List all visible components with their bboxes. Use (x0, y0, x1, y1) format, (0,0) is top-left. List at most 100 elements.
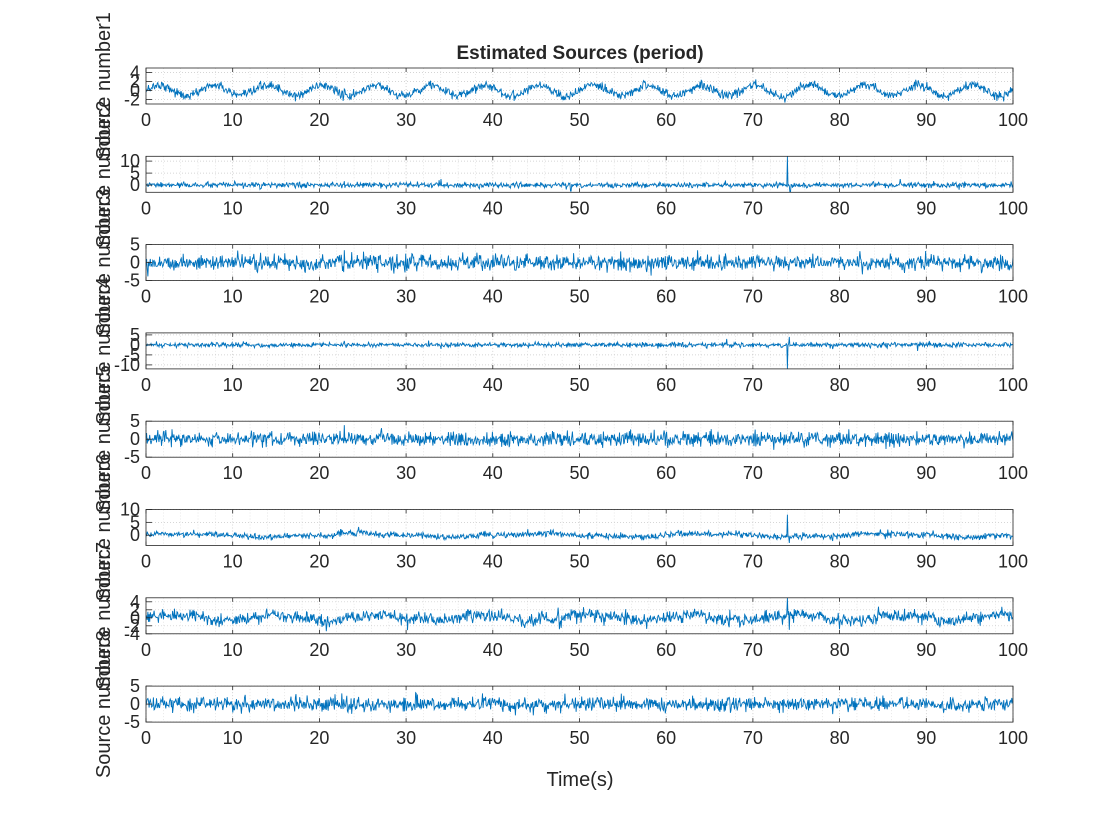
x-tick-label: 60 (656, 198, 676, 218)
x-tick-label: 80 (830, 287, 850, 307)
y-tick-label: 5 (130, 676, 140, 696)
x-tick-label: 40 (483, 375, 503, 395)
x-tick-label: 20 (309, 728, 329, 748)
y-tick-label: -5 (124, 712, 140, 732)
y-axis-label: Source number8 (93, 630, 115, 778)
series-line (146, 425, 1013, 450)
x-tick-label: 50 (569, 198, 589, 218)
x-tick-label: 10 (223, 287, 243, 307)
y-tick-label: 2 (130, 72, 140, 92)
x-tick-label: 50 (569, 375, 589, 395)
x-tick-label: 70 (743, 728, 763, 748)
x-tick-label: 0 (141, 375, 151, 395)
x-tick-label: 10 (223, 110, 243, 130)
x-tick-label: 80 (830, 110, 850, 130)
x-tick-label: 60 (656, 110, 676, 130)
x-tick-label: 60 (656, 728, 676, 748)
y-tick-label: -2 (124, 616, 140, 636)
x-tick-label: 60 (656, 287, 676, 307)
y-tick-label: 5 (130, 325, 140, 345)
x-tick-label: 90 (916, 552, 936, 572)
x-tick-label: 100 (998, 375, 1028, 395)
x-tick-label: 70 (743, 640, 763, 660)
series-line (146, 79, 1013, 103)
x-tick-label: 20 (309, 552, 329, 572)
x-tick-label: 40 (483, 463, 503, 483)
y-tick-label: 0 (130, 694, 140, 714)
y-tick-label: 0 (130, 525, 140, 545)
y-tick-label: 0 (130, 81, 140, 101)
x-tick-label: 100 (998, 287, 1028, 307)
x-tick-label: 30 (396, 728, 416, 748)
y-tick-label: 0 (130, 175, 140, 195)
x-tick-label: 90 (916, 463, 936, 483)
y-tick-label: 0 (130, 429, 140, 449)
series-line (146, 691, 1013, 716)
x-tick-label: 20 (309, 375, 329, 395)
x-tick-label: 20 (309, 198, 329, 218)
x-tick-label: 70 (743, 110, 763, 130)
x-tick-label: 20 (309, 110, 329, 130)
y-tick-label: -2 (124, 90, 140, 110)
x-tick-label: 10 (223, 728, 243, 748)
y-axis-label: Source number7 (93, 542, 115, 690)
y-tick-label: -10 (114, 355, 140, 375)
y-tick-label: -4 (124, 624, 140, 644)
y-axis-label: Source number6 (93, 454, 115, 602)
x-tick-label: 50 (569, 640, 589, 660)
x-tick-label: 0 (141, 110, 151, 130)
x-tick-label: 30 (396, 287, 416, 307)
x-tick-label: 50 (569, 110, 589, 130)
x-tick-label: 70 (743, 198, 763, 218)
x-tick-label: 70 (743, 375, 763, 395)
y-axis-label: Source number1 (93, 12, 115, 160)
y-axis-label: Source number4 (93, 277, 115, 425)
x-tick-label: 30 (396, 552, 416, 572)
x-axis-label: Time(s) (546, 769, 613, 791)
y-tick-label: 4 (130, 592, 140, 612)
x-tick-label: 0 (141, 287, 151, 307)
x-tick-label: 90 (916, 110, 936, 130)
y-axis-label: Source number2 (93, 100, 115, 248)
x-tick-label: 0 (141, 463, 151, 483)
x-tick-label: 30 (396, 375, 416, 395)
x-tick-label: 20 (309, 463, 329, 483)
x-tick-label: 10 (223, 640, 243, 660)
y-tick-label: 5 (130, 411, 140, 431)
y-tick-label: -5 (124, 447, 140, 467)
series-line (146, 250, 1013, 277)
x-tick-label: 30 (396, 198, 416, 218)
x-tick-label: 80 (830, 552, 850, 572)
x-tick-label: 40 (483, 728, 503, 748)
x-tick-label: 60 (656, 640, 676, 660)
x-tick-label: 40 (483, 287, 503, 307)
x-tick-label: 90 (916, 375, 936, 395)
x-tick-label: 80 (830, 198, 850, 218)
x-tick-label: 0 (141, 640, 151, 660)
x-tick-label: 10 (223, 463, 243, 483)
x-tick-label: 100 (998, 463, 1028, 483)
x-tick-label: 100 (998, 728, 1028, 748)
x-tick-label: 80 (830, 463, 850, 483)
x-tick-label: 10 (223, 198, 243, 218)
x-tick-label: 40 (483, 110, 503, 130)
x-tick-label: 60 (656, 552, 676, 572)
x-tick-label: 100 (998, 110, 1028, 130)
y-tick-label: 10 (120, 500, 140, 520)
y-tick-label: 5 (130, 235, 140, 255)
x-tick-label: 10 (223, 375, 243, 395)
x-tick-label: 30 (396, 463, 416, 483)
x-tick-label: 20 (309, 640, 329, 660)
series-line (146, 156, 1013, 193)
x-tick-label: 100 (998, 552, 1028, 572)
x-tick-label: 0 (141, 728, 151, 748)
y-tick-label: -5 (124, 271, 140, 291)
y-tick-label: 5 (130, 163, 140, 183)
x-tick-label: 50 (569, 552, 589, 572)
x-tick-label: 0 (141, 552, 151, 572)
y-tick-label: 0 (130, 335, 140, 355)
